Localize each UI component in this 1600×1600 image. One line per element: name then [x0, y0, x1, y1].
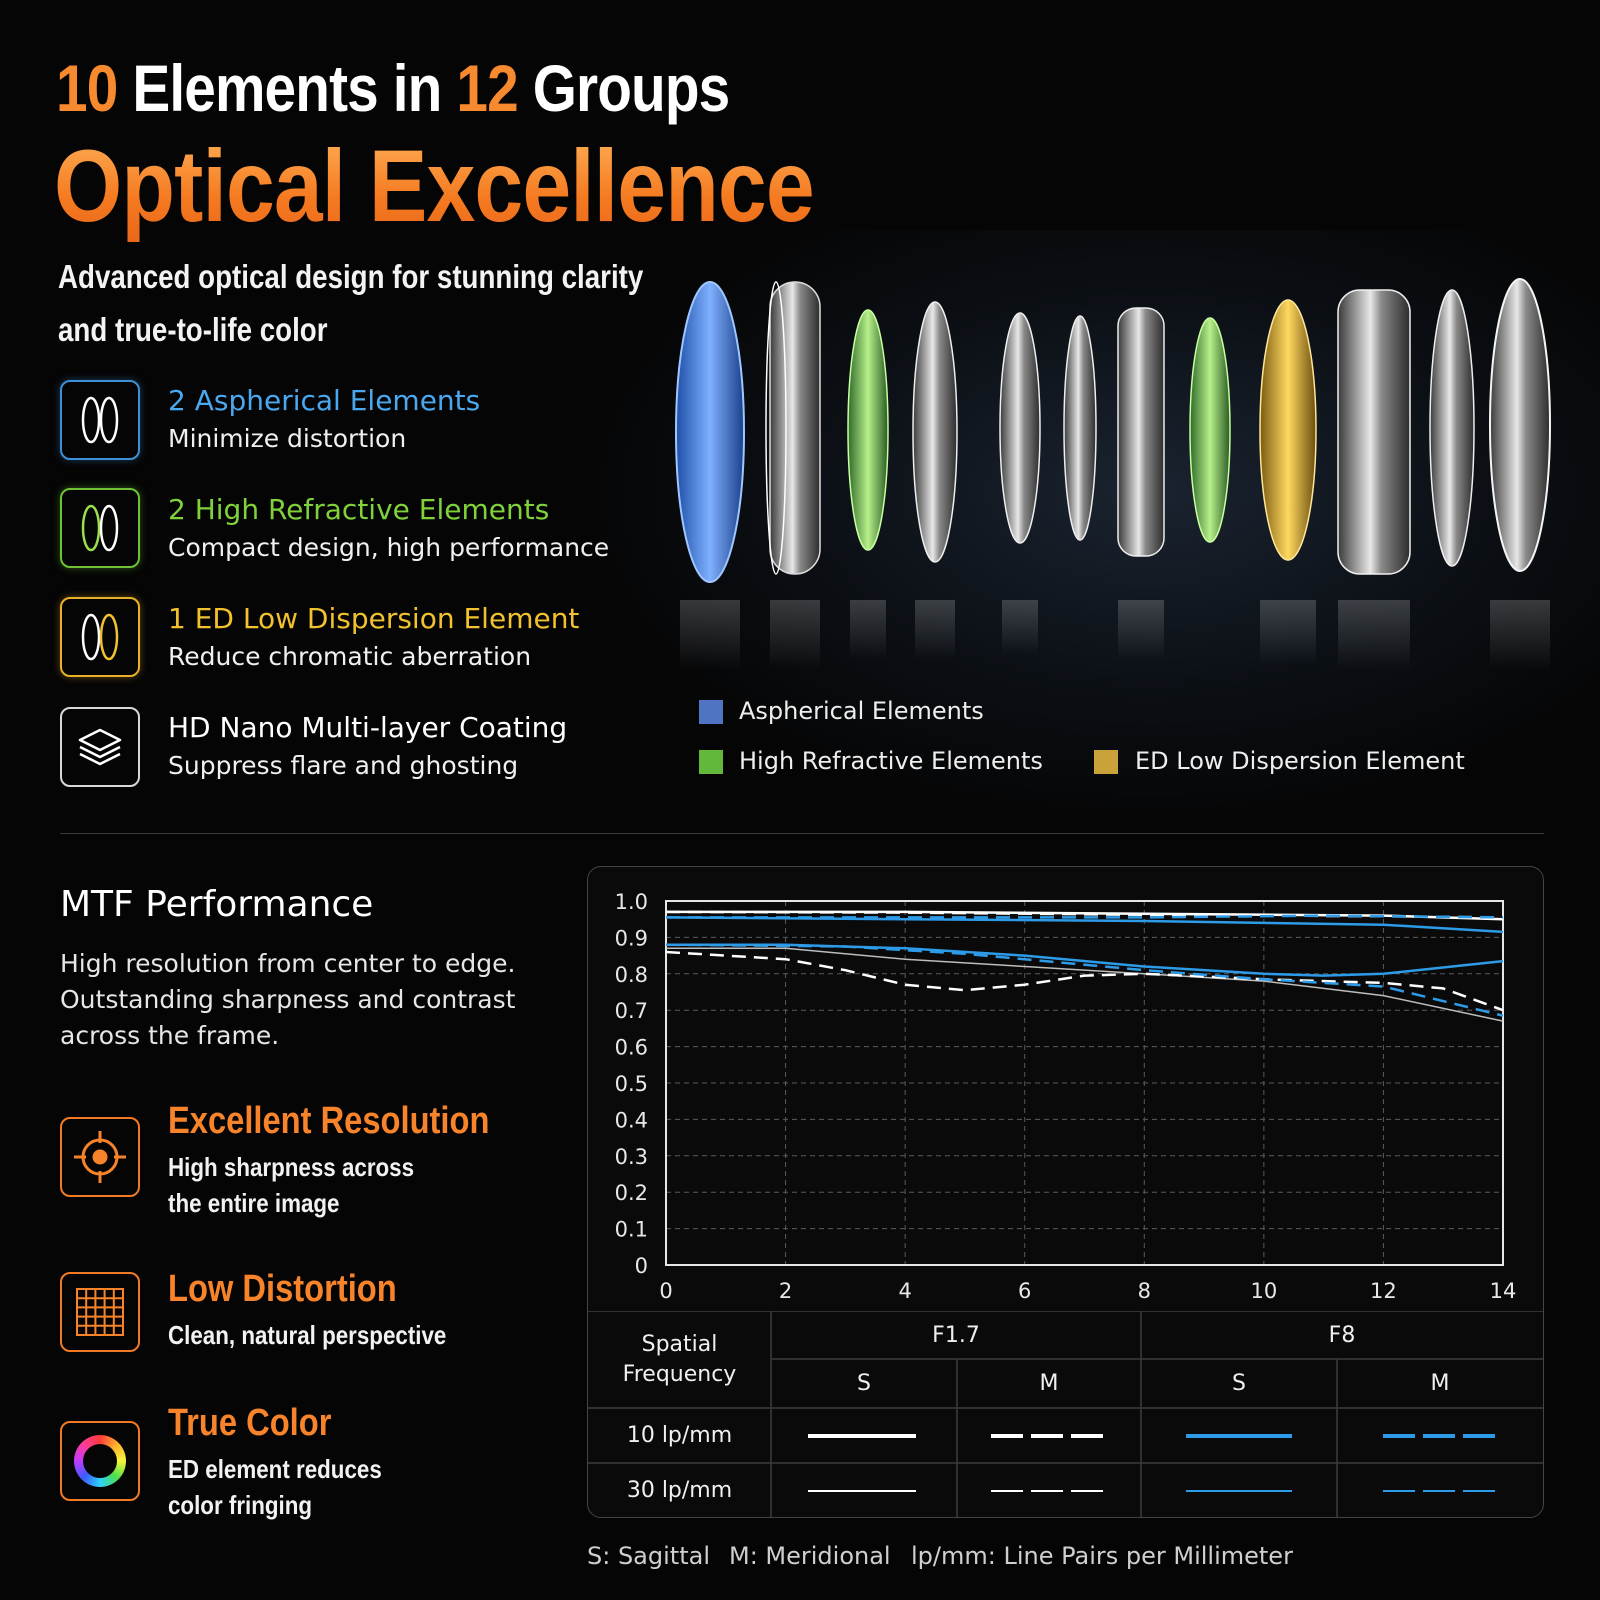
table-row-label-30: 30 lp/mm — [626, 1477, 733, 1503]
refractive-lens-icon — [60, 488, 140, 568]
layers-icon — [60, 707, 140, 787]
table-header-f8-s: S — [1232, 1371, 1246, 1396]
x-tick-label: 6 — [1018, 1279, 1031, 1303]
feature-title-ed: 1 ED Low Dispersion Element — [168, 602, 580, 635]
x-tick-label: 8 — [1138, 1279, 1151, 1303]
feature-desc-aspherical: Minimize distortion — [168, 424, 407, 453]
benefit-title-color: True Color — [168, 1402, 332, 1444]
chart-ticks: 0 0.1 0.2 0.3 0.4 0.5 0.6 0.7 0.8 0.9 1.0 0 2 4 6 8 10 12… — [615, 890, 1517, 1303]
footnote-sagittal: S: Sagittal — [587, 1542, 710, 1570]
y-tick-label: 0.1 — [615, 1218, 648, 1242]
lens-reflections — [680, 600, 1550, 670]
mtf-chart: 0 0.1 0.2 0.3 0.4 0.5 0.6 0.7 0.8 0.9 1.0 0 2 4 6 8 10 12… — [615, 890, 1517, 1303]
benefit-desc-resolution-2: the entire image — [168, 1188, 340, 1218]
series-line-F17-M-30 — [665, 950, 1504, 1012]
lens-element-4 — [912, 301, 958, 563]
feature-title-refractive: 2 High Refractive Elements — [168, 493, 550, 526]
table-header-f17: F1.7 — [932, 1322, 980, 1348]
plot-frame — [665, 900, 1504, 1266]
table-gridlines — [588, 1311, 1543, 1517]
mtf-title: MTF Performance — [60, 884, 374, 925]
crosshair-icon — [60, 1117, 140, 1197]
lens-element-3 — [847, 309, 889, 551]
aspherical-lens-icon — [60, 380, 140, 460]
y-tick-label: 0.4 — [615, 1108, 648, 1132]
benefit-desc-color-2: color fringing — [168, 1490, 313, 1520]
footnote-meridional: M: Meridional — [729, 1542, 891, 1570]
lens-element-9 — [1259, 299, 1317, 561]
lens-elements-illustration — [675, 278, 1551, 670]
lens-element-7 — [1117, 307, 1165, 557]
subtitle-line-1: Advanced optical design for stunning cla… — [58, 258, 644, 295]
x-tick-label: 2 — [779, 1279, 792, 1303]
series-line-F17-S-30 — [666, 947, 1504, 1022]
x-tick-label: 12 — [1370, 1279, 1397, 1303]
chart-grid — [665, 900, 1504, 1266]
legend-swatch-refractive — [699, 750, 723, 774]
x-tick-label: 10 — [1250, 1279, 1277, 1303]
lens-element-12 — [1489, 278, 1551, 572]
lens-element-5 — [999, 312, 1041, 544]
legend-label-ed: ED Low Dispersion Element — [1135, 747, 1465, 775]
series-line-F8-M-10 — [666, 914, 1504, 919]
table-header-f17-s: S — [857, 1371, 871, 1396]
series-line-F8-S-10 — [665, 916, 1504, 934]
y-tick-label: 0.3 — [615, 1145, 648, 1169]
lens-element-8 — [1189, 317, 1231, 543]
feature-desc-ed: Reduce chromatic aberration — [168, 642, 532, 671]
feature-desc-coating: Suppress flare and ghosting — [168, 751, 519, 780]
y-tick-label: 0.9 — [615, 926, 648, 950]
benefit-title-distortion: Low Distortion — [168, 1268, 397, 1310]
lens-element-1 — [675, 281, 745, 583]
chart-series — [665, 910, 1504, 1022]
table-header-f17-m: M — [1039, 1371, 1059, 1396]
y-tick-label: 0.5 — [615, 1072, 648, 1096]
y-tick-label: 0.6 — [615, 1036, 648, 1060]
mtf-chart-panel: 0 0.1 0.2 0.3 0.4 0.5 0.6 0.7 0.8 0.9 1.0 0 2 4 6 8 10 12… — [587, 866, 1544, 1518]
x-tick-label: 14 — [1490, 1279, 1517, 1303]
legend-swatch-aspherical — [699, 700, 723, 724]
table-header-f8-m: M — [1430, 1371, 1450, 1396]
y-tick-label: 0.8 — [615, 963, 648, 987]
y-tick-label: 0 — [635, 1254, 648, 1278]
y-tick-label: 0.7 — [615, 999, 648, 1023]
lens-element-2 — [765, 281, 821, 575]
legend-swatch-ed — [1094, 750, 1118, 774]
section-divider — [60, 833, 1544, 834]
benefit-desc-resolution-1: High sharpness across — [168, 1152, 415, 1182]
feature-title-aspherical: 2 Aspherical Elements — [168, 384, 481, 417]
mtf-desc-line-3: across the frame. — [60, 1021, 280, 1050]
feature-desc-refractive: Compact design, high performance — [168, 533, 610, 562]
lens-element-6 — [1063, 315, 1097, 541]
ed-lens-icon — [60, 597, 140, 677]
mtf-desc-line-2: Outstanding sharpness and contrast — [60, 985, 516, 1014]
legend-label-refractive: High Refractive Elements — [739, 747, 1043, 775]
x-tick-label: 4 — [898, 1279, 911, 1303]
table-header-f8: F8 — [1328, 1322, 1356, 1348]
table-header-spatial-frequency: Spatial Frequency — [622, 1331, 737, 1387]
benefit-title-resolution: Excellent Resolution — [168, 1100, 490, 1142]
feature-title-coating: HD Nano Multi-layer Coating — [168, 711, 568, 744]
lens-backdrop — [600, 230, 1600, 810]
lens-element-11 — [1429, 289, 1475, 567]
headline-elements-groups: 10 Elements in 12 Groups — [56, 51, 730, 125]
subtitle-line-2: and true-to-life color — [58, 311, 328, 348]
table-row-label-10: 10 lp/mm — [626, 1423, 733, 1448]
grid-icon — [60, 1272, 140, 1352]
benefit-desc-color-1: ED element reduces — [168, 1454, 382, 1484]
x-tick-label: 0 — [659, 1279, 672, 1303]
mtf-legend-table: Spatial Frequency F1.7 F8 S M S M 10 lp/… — [588, 1311, 1543, 1517]
footnote-lp-mm: lp/mm: Line Pairs per Millimeter — [911, 1542, 1293, 1570]
page-title: Optical Excellence — [54, 129, 815, 243]
mtf-desc-line-1: High resolution from center to edge. — [60, 949, 516, 978]
y-tick-label: 0.2 — [615, 1181, 648, 1205]
benefit-desc-distortion-1: Clean, natural perspective — [168, 1320, 447, 1350]
series-line-F8-M-30 — [665, 943, 1504, 1017]
y-tick-label: 1.0 — [615, 890, 648, 914]
color-ring-icon — [60, 1421, 140, 1501]
lens-element-10 — [1337, 289, 1411, 575]
legend-label-aspherical: Aspherical Elements — [739, 697, 984, 725]
